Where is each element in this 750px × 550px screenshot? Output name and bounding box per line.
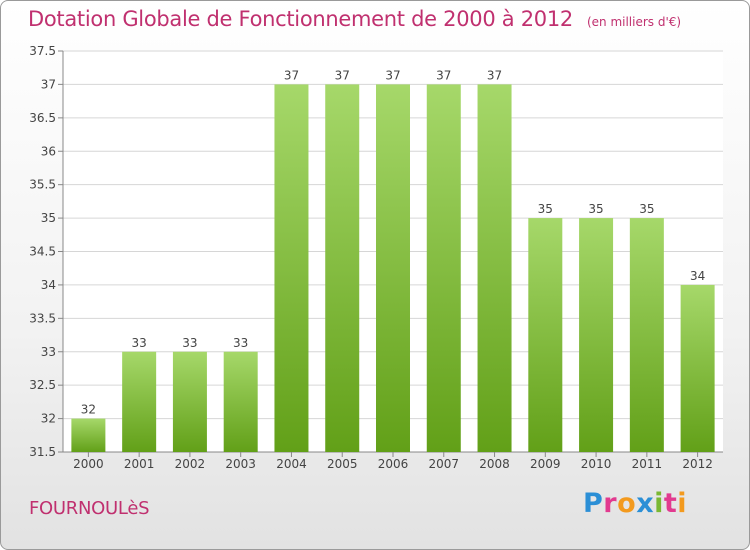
bar-value-label: 35 — [538, 202, 553, 216]
bar-value-label: 37 — [335, 68, 350, 82]
bar-value-label: 33 — [233, 336, 248, 350]
chart-title-text: Dotation Globale de Fonctionnement de 20… — [28, 7, 573, 31]
bar — [579, 218, 614, 452]
x-tick-label: 2003 — [225, 457, 256, 471]
bar-value-label: 37 — [385, 68, 400, 82]
bar — [71, 418, 106, 452]
x-tick-label: 2011 — [632, 457, 663, 471]
bar-value-label: 37 — [284, 68, 299, 82]
bar-value-label: 32 — [81, 403, 96, 417]
bar — [376, 84, 410, 453]
x-tick-label: 2007 — [428, 457, 459, 471]
bar-value-label: 37 — [487, 68, 502, 82]
proxiti-logo: Proxiti — [583, 488, 687, 519]
chart-unit: (en milliers d'€) — [586, 15, 682, 29]
x-tick-label: 2012 — [682, 457, 713, 471]
y-tick-label: 37 — [41, 77, 56, 91]
bar — [172, 351, 207, 452]
commune-name: FOURNOULèS — [29, 498, 150, 519]
x-tick-label: 2005 — [327, 457, 358, 471]
y-tick-label: 37.5 — [29, 44, 56, 58]
bar-value-label: 37 — [436, 68, 451, 82]
bar — [477, 84, 512, 453]
bar-value-label: 33 — [182, 336, 197, 350]
y-tick-label: 31.5 — [29, 445, 56, 459]
bar-value-label: 34 — [690, 269, 705, 283]
y-tick-label: 32 — [41, 412, 56, 426]
y-tick-label: 36.5 — [29, 111, 56, 125]
bar — [274, 84, 309, 453]
chart-title: Dotation Globale de Fonctionnement de 20… — [28, 7, 681, 31]
x-tick-label: 2006 — [378, 457, 409, 471]
logo-letter: r — [603, 488, 618, 519]
y-tick-label: 35 — [41, 211, 56, 225]
y-tick-label: 33.5 — [29, 311, 56, 325]
x-tick-label: 2004 — [276, 457, 307, 471]
y-tick-label: 32.5 — [29, 378, 56, 392]
y-tick-label: 33 — [41, 345, 56, 359]
x-tick-label: 2009 — [530, 457, 561, 471]
y-tick-label: 34.5 — [29, 245, 56, 259]
bar — [122, 351, 157, 452]
x-tick-label: 2001 — [124, 457, 155, 471]
bar-value-label: 35 — [639, 202, 654, 216]
bar — [629, 218, 664, 452]
bar-value-label: 33 — [132, 336, 147, 350]
logo-letter: t — [663, 488, 678, 519]
x-tick-label: 2000 — [73, 457, 104, 471]
x-tick-label: 2008 — [479, 457, 510, 471]
bar — [680, 284, 715, 452]
x-tick-label: 2010 — [581, 457, 612, 471]
bar — [426, 84, 461, 453]
bar — [528, 218, 563, 452]
logo-letter: i — [654, 488, 664, 519]
x-tick-label: 2002 — [175, 457, 206, 471]
logo-letter: P — [583, 488, 604, 519]
y-tick-label: 34 — [41, 278, 56, 292]
bar-value-label: 35 — [588, 202, 603, 216]
logo-letter: o — [617, 488, 637, 519]
bar — [223, 351, 258, 452]
y-tick-label: 35.5 — [29, 178, 56, 192]
y-tick-label: 36 — [41, 144, 56, 158]
logo-letter: x — [636, 488, 655, 519]
bar — [325, 84, 360, 453]
logo-letter: i — [677, 488, 688, 519]
